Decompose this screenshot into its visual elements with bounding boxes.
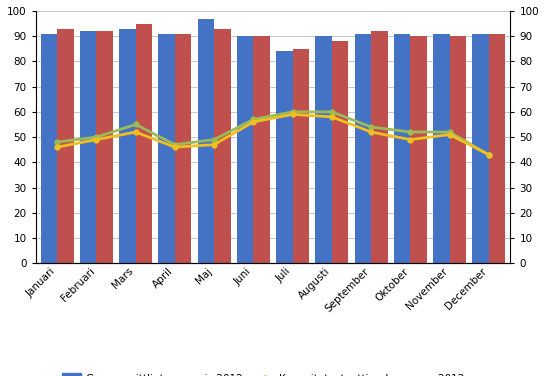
Bar	[293, 49, 309, 263]
Bar	[449, 36, 466, 263]
Bar	[135, 24, 152, 263]
Bar	[237, 36, 253, 263]
Bar	[175, 33, 192, 263]
Bar	[332, 41, 348, 263]
Bar	[57, 29, 74, 263]
Bar	[214, 29, 230, 263]
Bar	[276, 51, 293, 263]
Bar	[158, 33, 175, 263]
Bar	[354, 33, 371, 263]
Bar	[433, 33, 449, 263]
Legend: Genomsnittligt rumspris 2012, Genomsnittligt rumspris 2013, Kapacitetsutnyttjand: Genomsnittligt rumspris 2012, Genomsnitt…	[58, 369, 469, 376]
Bar	[316, 36, 332, 263]
Bar	[41, 33, 57, 263]
Bar	[80, 31, 97, 263]
Bar	[472, 33, 489, 263]
Bar	[394, 33, 411, 263]
Bar	[253, 36, 270, 263]
Bar	[97, 31, 113, 263]
Bar	[371, 31, 388, 263]
Bar	[119, 29, 135, 263]
Bar	[411, 36, 427, 263]
Bar	[489, 33, 505, 263]
Bar	[198, 18, 214, 263]
